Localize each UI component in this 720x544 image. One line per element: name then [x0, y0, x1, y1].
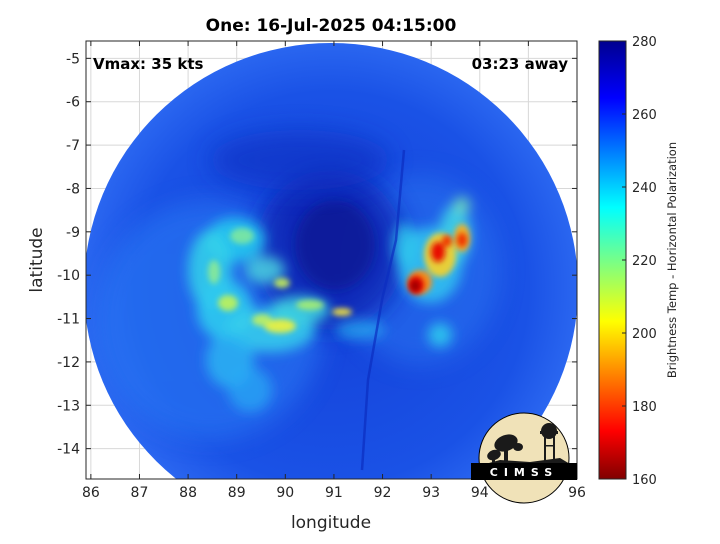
- colorbar-tick-label: 240: [632, 181, 657, 196]
- x-tick-label: 96: [568, 485, 586, 501]
- y-axis-label: latitude: [27, 227, 47, 292]
- y-axis: -5 -6 -7 -8 -9 -10 -11 -12 -13 -14: [57, 51, 577, 458]
- colorbar-ticks: 160 180 200 220 240 260 280: [622, 35, 657, 488]
- colorbar: 160 180 200 220 240 260 280 Brightness Temp - …: [598, 35, 679, 488]
- y-tick-label: -14: [57, 442, 80, 458]
- axes-box: [85, 40, 578, 480]
- x-tick-label: 87: [131, 485, 149, 501]
- x-tick-label: 89: [228, 485, 246, 501]
- x-tick-label: 86: [82, 485, 100, 501]
- microwave-swath: [86, 43, 577, 479]
- y-tick-label: -6: [66, 95, 80, 111]
- colorbar-tick-label: 200: [632, 327, 657, 342]
- x-axis-label: longitude: [291, 513, 371, 533]
- vmax-annotation: Vmax: 35 kts: [93, 55, 203, 73]
- y-tick-label: -5: [66, 51, 80, 67]
- x-tick-label: 92: [374, 485, 392, 501]
- colorbar-label: Brightness Temp - Horizontal Polarizatio…: [665, 142, 679, 378]
- away-annotation: 03:23 away: [472, 55, 569, 73]
- x-tick-label: 90: [276, 485, 294, 501]
- y-tick-label: -13: [57, 398, 80, 414]
- y-tick-label: -11: [57, 312, 80, 328]
- colorbar-tick-label: 220: [632, 254, 657, 269]
- x-tick-label: 91: [325, 485, 343, 501]
- chart-title: One: 16-Jul-2025 04:15:00: [206, 16, 457, 36]
- y-tick-label: -7: [66, 138, 80, 154]
- logo-text: CIMSS: [490, 466, 558, 479]
- x-tick-label: 93: [422, 485, 440, 501]
- y-tick-label: -8: [66, 181, 80, 197]
- y-tick-label: -12: [57, 355, 80, 371]
- x-tick-label: 88: [179, 485, 197, 501]
- colorbar-gradient: [598, 40, 627, 480]
- colorbar-tick-label: 160: [632, 473, 657, 488]
- colorbar-tick-label: 260: [632, 108, 657, 123]
- y-tick-label: -9: [66, 225, 80, 241]
- cimss-logo: CIMSS: [471, 412, 577, 504]
- colorbar-tick-label: 280: [632, 35, 657, 50]
- y-tick-label: -10: [57, 268, 80, 284]
- x-tick-label: 94: [471, 485, 489, 501]
- colorbar-tick-label: 180: [632, 400, 657, 415]
